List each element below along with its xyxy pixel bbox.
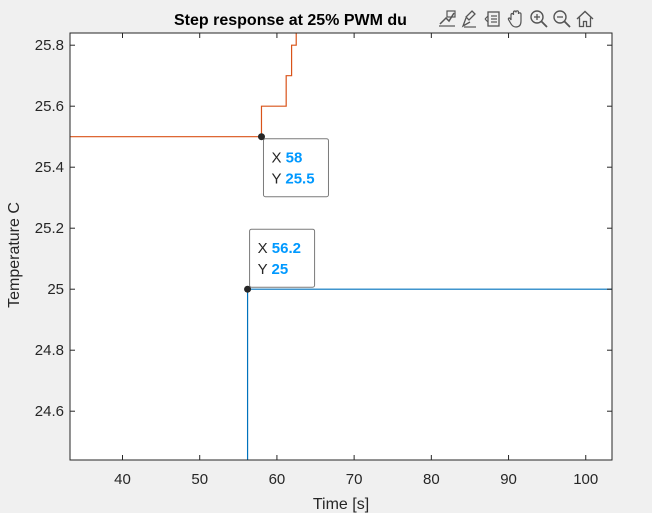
datatip-box <box>249 228 316 288</box>
zoom-in-button[interactable] <box>528 7 550 31</box>
y-tick-label: 25.2 <box>35 220 64 237</box>
datatip-marker[interactable] <box>257 133 265 141</box>
y-axis-label: Temperature C <box>6 202 23 308</box>
datatip-y-row: Y 25.5 <box>271 171 314 188</box>
datatip[interactable]: X 56.2Y 25 <box>244 228 316 293</box>
chart-title: Step response at 25% PWM du <box>174 12 407 29</box>
x-tick-label: 40 <box>114 471 131 488</box>
x-tick-label: 70 <box>346 471 363 488</box>
home-button[interactable] <box>574 7 596 31</box>
pan-hand-icon <box>507 10 522 28</box>
datatip-x-row: X 56.2 <box>258 240 301 257</box>
pan-button[interactable] <box>505 7 527 31</box>
x-axis-label: Time [s] <box>313 496 369 513</box>
datatip-x-value: 56.2 <box>272 240 301 257</box>
datatip-y-row: Y 25 <box>258 261 289 278</box>
zoom-out-icon <box>553 10 571 28</box>
y-tick-label: 25.8 <box>35 37 64 54</box>
x-tick-label: 80 <box>423 471 440 488</box>
plot-area[interactable] <box>70 33 612 460</box>
brush-icon <box>461 10 476 28</box>
axes-toolbar <box>436 6 596 32</box>
x-tick-label: 50 <box>191 471 208 488</box>
home-icon <box>576 10 594 28</box>
datatip-icon <box>439 10 456 27</box>
axes-box <box>69 32 613 461</box>
restore-view-button[interactable] <box>482 7 504 31</box>
datatip-button[interactable] <box>436 7 458 31</box>
restore-view-icon <box>484 11 500 27</box>
datatip-x-label: X <box>271 150 285 167</box>
datatip-y-label: Y <box>258 261 272 278</box>
axes[interactable]: 40 50 60 70 80 90 100 24.6 24.8 25 25.2 25.4 25.6 25.… <box>35 32 613 488</box>
datatip-marker[interactable] <box>244 285 252 293</box>
datatip-box <box>262 138 329 198</box>
y-tick-label: 24.8 <box>35 342 64 359</box>
y-tick-label: 25.6 <box>35 98 64 115</box>
datatip-y-value: 25.5 <box>285 171 314 188</box>
y-tick-label: 24.6 <box>35 403 64 420</box>
datatip-y-label: Y <box>271 171 285 188</box>
datatip[interactable]: X 58Y 25.5 <box>257 133 329 198</box>
datatip-x-row: X 58 <box>271 150 302 167</box>
y-tick-label: 25.4 <box>35 159 64 176</box>
series-line-1[interactable] <box>70 33 297 138</box>
zoom-out-button[interactable] <box>551 7 573 31</box>
x-tick-label: 90 <box>500 471 517 488</box>
zoom-in-icon <box>530 10 548 28</box>
y-tick-label: 25 <box>47 281 64 298</box>
datatip-y-value: 25 <box>271 261 288 278</box>
datatip-x-value: 58 <box>286 150 303 167</box>
x-tick-label: 60 <box>269 471 286 488</box>
datatip-x-label: X <box>258 240 272 257</box>
brush-button[interactable] <box>459 7 481 31</box>
x-tick-label: 100 <box>573 471 598 488</box>
